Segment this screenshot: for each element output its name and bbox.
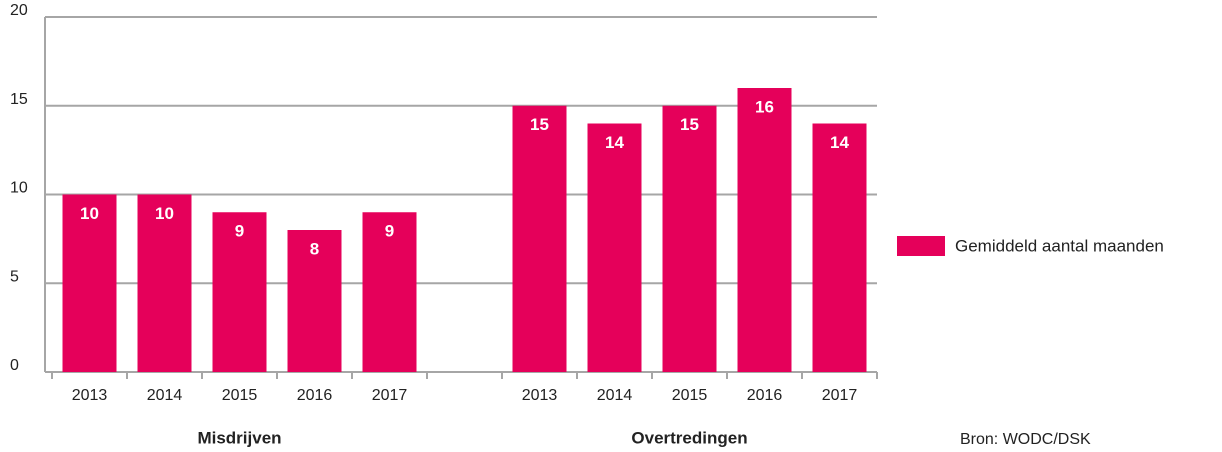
bar (662, 105, 717, 372)
value-label: 9 (235, 222, 244, 241)
x-tick-label: 2013 (522, 387, 558, 404)
y-tick-label: 10 (10, 180, 28, 197)
x-tick-label: 2013 (72, 387, 108, 404)
x-tick-label: 2016 (747, 387, 783, 404)
bar (287, 230, 342, 372)
legend-swatch (897, 236, 945, 256)
value-label: 8 (310, 239, 319, 258)
value-label: 15 (530, 115, 549, 134)
bar (512, 105, 567, 372)
y-tick-label: 0 (10, 357, 19, 374)
value-label: 9 (385, 222, 394, 241)
bar (362, 212, 417, 372)
bar (587, 123, 642, 372)
value-label: 10 (80, 204, 99, 223)
x-tick-label: 2017 (822, 387, 858, 404)
x-tick-label: 2014 (147, 387, 183, 404)
y-tick-label: 15 (10, 91, 28, 108)
bar (62, 194, 117, 372)
source: Bron: WODC/DSK (960, 431, 1091, 448)
x-tick-label: 2016 (297, 387, 333, 404)
value-label: 16 (755, 97, 774, 116)
value-label: 10 (155, 204, 174, 223)
group-label: Overtredingen (631, 428, 747, 447)
legend-label: Gemiddeld aantal maanden (955, 236, 1164, 255)
value-label: 14 (830, 133, 849, 152)
group-label: Misdrijven (197, 428, 281, 447)
x-tick-label: 2015 (672, 387, 708, 404)
x-tick-label: 2015 (222, 387, 258, 404)
bar (737, 88, 792, 372)
y-tick-label: 5 (10, 268, 19, 285)
bar (212, 212, 267, 372)
x-tick-label: 2017 (372, 387, 408, 404)
x-tick-label: 2014 (597, 387, 633, 404)
y-tick-label: 20 (10, 2, 28, 19)
value-label: 15 (680, 115, 699, 134)
value-label: 14 (605, 133, 624, 152)
bar (812, 123, 867, 372)
bar (137, 194, 192, 372)
